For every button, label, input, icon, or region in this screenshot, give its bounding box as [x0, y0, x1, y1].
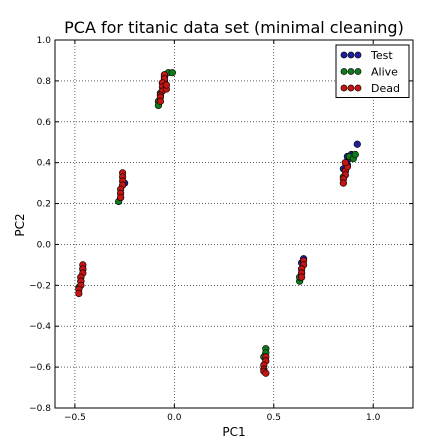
- data-point: [353, 140, 361, 148]
- x-tick-label: 0.5: [267, 413, 281, 423]
- grid-lines: [55, 39, 413, 409]
- legend-marker: [347, 68, 355, 75]
- legend-marker: [347, 84, 355, 92]
- data-points: [75, 69, 361, 377]
- data-point: [351, 150, 359, 159]
- data-point: [298, 273, 306, 281]
- data-point: [168, 69, 176, 77]
- y-tick-label: 0.2: [37, 200, 51, 210]
- data-point: [262, 369, 270, 377]
- plot-frame: [54, 39, 414, 409]
- y-tick-label: 0.6: [37, 118, 52, 128]
- x-tick-label: 0.0: [167, 413, 182, 423]
- data-point: [162, 81, 170, 89]
- x-axis-label: PC1: [222, 425, 245, 439]
- y-tick-label: 0.0: [37, 240, 52, 250]
- data-point: [339, 179, 347, 187]
- data-point: [75, 289, 83, 298]
- legend-label: Dead: [371, 82, 400, 95]
- legend: Test Alive Dead: [335, 44, 410, 98]
- legend-marker: [354, 84, 362, 92]
- legend-label: Test: [370, 49, 393, 62]
- legend-marker: [340, 51, 348, 59]
- legend-label: Alive: [371, 66, 398, 79]
- x-tick-label: 1.0: [366, 413, 381, 423]
- chart-title: PCA for titanic data set (minimal cleani…: [64, 18, 404, 37]
- y-tick-label: −0.4: [29, 322, 51, 332]
- data-point: [156, 97, 165, 105]
- axis-ticks: −0.5 0.0 0.5 1.0 −0.8 −0.6 −0.4 −0.2 0.0 0.2 0.4 0.…: [29, 36, 413, 423]
- data-point: [341, 159, 349, 167]
- y-tick-label: −0.2: [29, 281, 51, 291]
- legend-marker: [340, 68, 348, 75]
- legend-marker: [354, 68, 362, 75]
- data-point: [117, 193, 125, 202]
- y-axis-label: PC2: [13, 213, 27, 236]
- y-tick-label: −0.8: [29, 404, 51, 414]
- y-tick-label: −0.6: [29, 363, 51, 373]
- y-tick-label: 0.8: [37, 77, 52, 87]
- legend-marker: [347, 51, 355, 59]
- legend-marker: [354, 51, 362, 59]
- y-tick-label: 1.0: [37, 36, 52, 46]
- y-tick-label: 0.4: [37, 159, 52, 169]
- legend-marker: [340, 84, 348, 92]
- x-tick-label: −0.5: [64, 413, 86, 423]
